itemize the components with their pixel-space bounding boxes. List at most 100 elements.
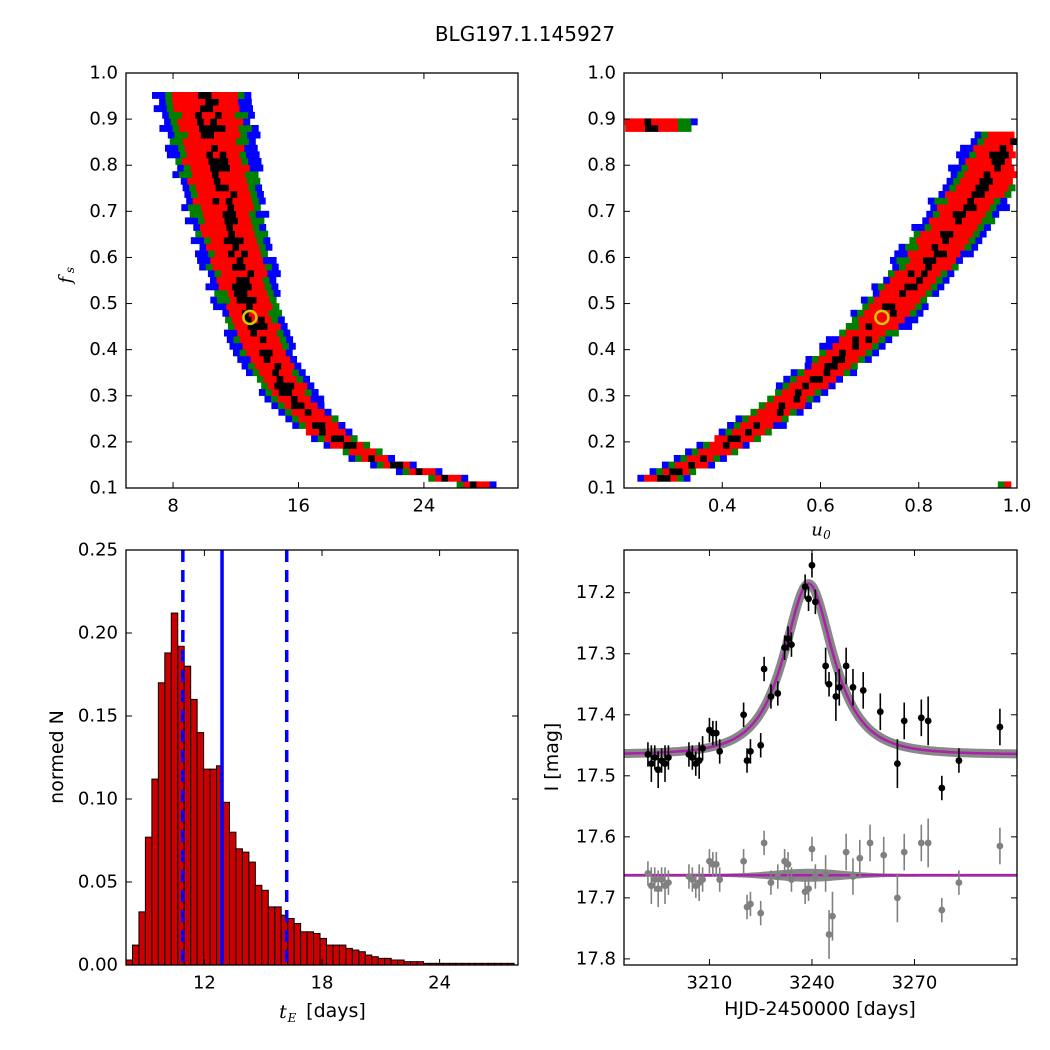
top-right-cell-red xyxy=(670,474,678,482)
top-right-cell-black xyxy=(890,309,897,317)
top-right-cell-blue xyxy=(883,276,891,284)
top-right-cell-red xyxy=(953,250,961,258)
top-right-cell-green xyxy=(812,356,819,363)
top-left-cell-green xyxy=(264,283,272,291)
photometry-point xyxy=(893,760,901,768)
top-left-cell-black xyxy=(204,92,212,99)
top-left-cell-green xyxy=(216,296,224,304)
top-left-cell-red xyxy=(332,428,340,436)
top-left-cell-green xyxy=(331,415,339,423)
residual-point xyxy=(651,876,659,883)
top-left-cell-black xyxy=(227,204,235,212)
top-left-cell-red xyxy=(318,415,326,423)
top-right-cell-red xyxy=(1001,131,1008,139)
top-left-cell-black xyxy=(285,389,293,396)
top-left-cell-green xyxy=(245,171,252,179)
top-left-cell-black xyxy=(297,402,305,410)
top-left-cell-red xyxy=(428,468,436,476)
top-left-cell-black xyxy=(206,105,214,113)
top-left-cell-blue xyxy=(311,389,319,396)
top-right-cell-red xyxy=(781,389,789,396)
photometry-point xyxy=(688,754,696,761)
top-left-cell-black xyxy=(396,461,404,469)
top-right-cell-red xyxy=(785,402,793,410)
top-right-ytick-label: 0.5 xyxy=(587,293,616,314)
top-left-cell-red xyxy=(229,309,236,317)
top-right-cell-red xyxy=(845,329,853,337)
top-left-cell-blue xyxy=(203,257,211,264)
top-right-cell-black xyxy=(899,290,907,297)
top-left-cell-red xyxy=(177,118,185,126)
top-right-cell-red xyxy=(839,342,846,350)
top-left-cell-blue xyxy=(338,422,346,429)
top-left-cell-green xyxy=(276,329,284,337)
top-right-cell-red xyxy=(711,448,719,456)
top-left-cell-blue xyxy=(186,197,194,205)
top-right-cell-black xyxy=(978,191,985,198)
histogram-bar xyxy=(248,861,256,966)
top-right-cell-red xyxy=(766,422,774,429)
top-left-cell-blue xyxy=(244,144,252,152)
top-left-cell-red xyxy=(249,342,257,350)
residual-point xyxy=(938,906,946,914)
top-right-cell-green xyxy=(819,349,827,357)
top-left-cell-blue xyxy=(243,356,251,363)
top-left-cell-red xyxy=(238,171,246,179)
top-left-cell-red xyxy=(409,468,416,476)
top-left-cell-blue xyxy=(237,356,245,363)
top-right-cell-red xyxy=(920,250,928,258)
top-right-cell-blue xyxy=(966,144,974,152)
top-right-cell-red xyxy=(964,191,972,198)
residual-point xyxy=(996,842,1004,850)
top-right-cell-red xyxy=(803,375,810,383)
top-left-cell-blue xyxy=(252,151,260,159)
residual-point xyxy=(856,854,864,862)
histogram-bar xyxy=(190,698,198,966)
top-right-cell-black xyxy=(745,428,752,436)
top-left-cell-red xyxy=(245,263,253,271)
top-right-ytick-label: 1.0 xyxy=(587,63,616,84)
top-left-cell-blue xyxy=(317,395,325,403)
top-left-cell-black xyxy=(224,217,232,225)
top-right-cell-red xyxy=(918,263,926,271)
top-left-cell-green xyxy=(198,217,205,225)
top-left-cell-black xyxy=(200,131,208,139)
top-right-cell-red xyxy=(887,296,895,304)
top-right-cell-red xyxy=(959,230,967,238)
top-right-cell-blue xyxy=(779,422,787,429)
top-right-cell-blue xyxy=(790,369,798,377)
top-left-cell-green xyxy=(165,98,173,106)
top-right-cell-red xyxy=(980,197,988,205)
top-right-cell-black xyxy=(923,257,930,264)
top-left-cell-blue xyxy=(251,125,259,132)
top-right-cell-red xyxy=(775,415,782,423)
top-left-cell-blue xyxy=(243,118,251,126)
top-right-cell-black xyxy=(663,474,671,482)
top-left-cell-red xyxy=(195,158,203,165)
top-left-cell-red xyxy=(220,204,228,212)
top-right-cell-red xyxy=(825,349,833,357)
photometry-point xyxy=(740,711,748,719)
top-right-cell-red xyxy=(973,144,981,152)
top-right-cell-red xyxy=(961,217,969,225)
top-left-cell-blue xyxy=(172,171,180,179)
top-left-cell-black xyxy=(246,303,253,311)
top-left-cell-green xyxy=(275,309,283,317)
residual-point xyxy=(825,931,833,938)
top-right-cell-red xyxy=(650,474,658,482)
top-left-cell-red xyxy=(229,138,236,146)
top-left-cell-black xyxy=(368,455,376,462)
top-left-cell-red xyxy=(304,395,311,403)
top-left-cell-red xyxy=(305,415,313,423)
top-left-cell-black xyxy=(241,250,249,258)
top-left-cell-black xyxy=(240,290,248,297)
top-left-cell-black xyxy=(249,296,257,304)
top-left-cell-red xyxy=(230,296,237,304)
top-left-cell-red xyxy=(220,177,228,185)
top-left-cell-red xyxy=(256,257,264,264)
top-left-cell-red xyxy=(218,92,225,99)
top-left-cell-red xyxy=(251,283,259,291)
top-left-cell-red xyxy=(210,237,218,245)
bottom-left-ytick-label: 0.15 xyxy=(78,706,118,727)
top-left-cell-green xyxy=(196,210,204,218)
